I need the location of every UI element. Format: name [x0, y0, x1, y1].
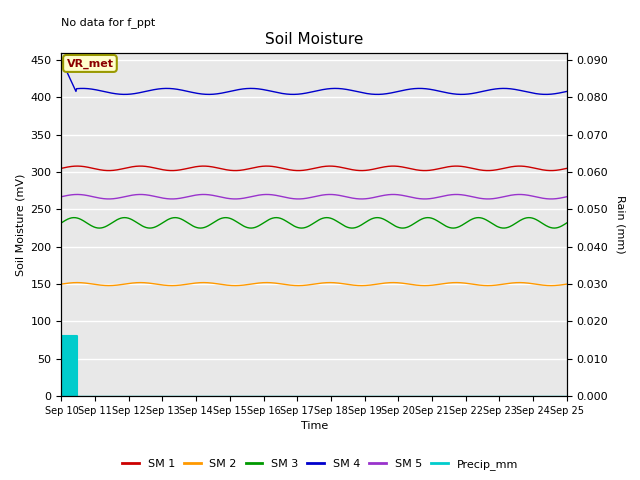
Text: No data for f_ppt: No data for f_ppt	[61, 17, 156, 28]
X-axis label: Time: Time	[301, 421, 328, 432]
Text: VR_met: VR_met	[67, 58, 113, 69]
Legend: SM 1, SM 2, SM 3, SM 4, SM 5, Precip_mm: SM 1, SM 2, SM 3, SM 4, SM 5, Precip_mm	[118, 455, 522, 474]
Title: Soil Moisture: Soil Moisture	[265, 32, 364, 47]
Y-axis label: Rain (mm): Rain (mm)	[615, 195, 625, 253]
Y-axis label: Soil Moisture (mV): Soil Moisture (mV)	[15, 173, 25, 276]
